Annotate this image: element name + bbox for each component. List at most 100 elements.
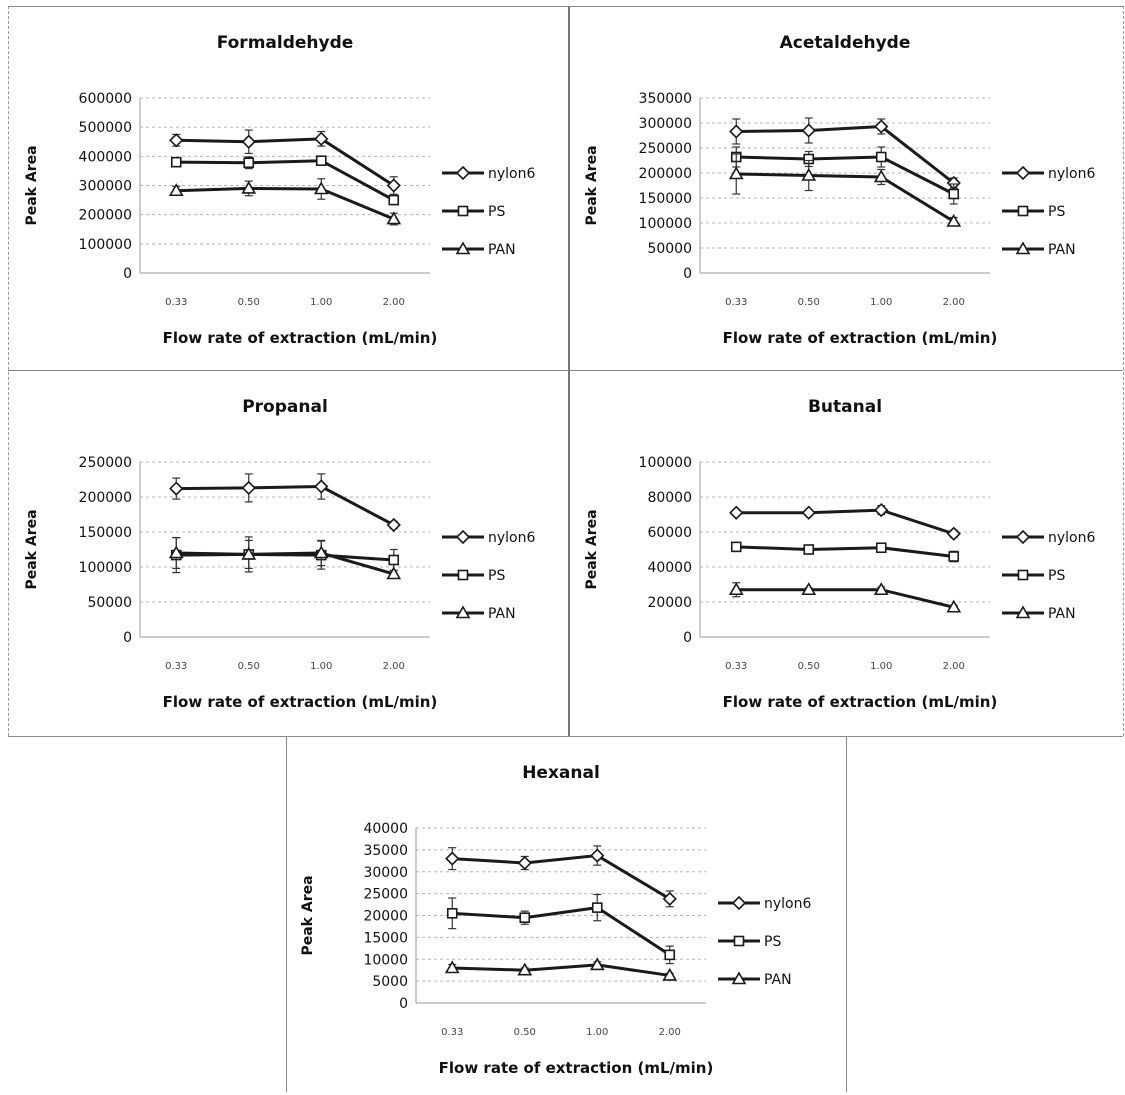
y-tick-label: 150000: [639, 191, 692, 207]
data-point: [662, 967, 678, 981]
x-tick-label: 0.50: [238, 661, 260, 672]
y-tick-label: 100000: [639, 216, 692, 232]
chart-svg: Hexanal 40000 35000 30000 25000 20000 15000 100…: [300, 763, 811, 1077]
x-tick-label: 2.00: [943, 661, 965, 672]
y-tick-label: 35000: [363, 843, 408, 859]
x-tick-label: 1.00: [586, 1027, 608, 1038]
y-tick-label: 60000: [647, 525, 692, 541]
legend-marker: [457, 569, 469, 581]
chart-title: Hexanal: [522, 763, 600, 783]
panel-frame: [846, 736, 847, 1092]
series-PAN: [168, 178, 402, 226]
chart-panel-butanal: Butanal 100000 80000 60000 40000 20000 0 0.33 0.…: [570, 372, 1122, 734]
series-PAN: [728, 582, 962, 613]
data-point: [243, 157, 255, 169]
legend-label: nylon6: [488, 166, 535, 182]
x-axis-label: Flow rate of extraction (mL/min): [163, 329, 438, 347]
series-line: [176, 186, 395, 221]
legend-label: PAN: [1048, 606, 1076, 622]
x-tick-label: 0.33: [165, 297, 187, 308]
y-tick-label: 50000: [647, 241, 692, 257]
series-nylon6: [729, 502, 961, 541]
panel-frame: [286, 736, 287, 1092]
y-tick-label: 15000: [363, 930, 408, 946]
legend-label: PS: [1048, 204, 1065, 220]
x-axis-label: Flow rate of extraction (mL/min): [163, 693, 438, 711]
legend-marker: [1017, 205, 1029, 217]
x-tick-label: 1.00: [870, 297, 892, 308]
y-axis-label: Peak Area: [24, 145, 40, 225]
data-point: [315, 155, 327, 167]
data-point: [446, 908, 458, 919]
series-line: [176, 159, 395, 202]
legend-marker: [455, 605, 471, 619]
chart-panel-hexanal: Hexanal 40000 35000 30000 25000 20000 15000 100…: [286, 738, 846, 1092]
x-axis-label: Flow rate of extraction (mL/min): [723, 329, 998, 347]
data-point: [801, 167, 817, 181]
data-point: [948, 551, 960, 562]
series-line: [176, 484, 395, 527]
y-tick-label: 20000: [647, 595, 692, 611]
data-point: [517, 962, 533, 976]
y-tick-label: 250000: [79, 455, 132, 471]
y-tick-label: 500000: [79, 120, 132, 136]
data-point: [946, 213, 962, 227]
legend-label: nylon6: [764, 896, 811, 912]
data-point: [662, 891, 677, 907]
x-tick-label: 0.33: [725, 661, 747, 672]
data-point: [873, 169, 889, 183]
x-tick-label: 0.50: [238, 297, 260, 308]
legend-label: PS: [764, 934, 781, 950]
data-point: [168, 545, 184, 559]
series-line: [736, 545, 954, 558]
x-tick-label: 0.50: [798, 297, 820, 308]
series-PS: [170, 155, 400, 206]
chart-panel-propanal: Propanal 250000 200000 150000 100000 50000 0 0.…: [10, 372, 568, 734]
y-axis-label: Peak Area: [584, 509, 600, 589]
chart-title: Propanal: [242, 397, 328, 417]
legend-marker: [731, 895, 747, 911]
y-tick-label: 0: [123, 266, 132, 282]
series-line: [176, 551, 395, 576]
y-tick-label: 200000: [79, 208, 132, 224]
legend-marker: [1015, 529, 1031, 545]
series-nylon6: [445, 845, 677, 908]
legend-label: PAN: [764, 972, 792, 988]
series-nylon6: [729, 117, 961, 191]
data-point: [729, 505, 744, 520]
data-point: [874, 119, 889, 134]
data-point: [728, 166, 744, 180]
series-line: [736, 155, 955, 196]
series-nylon6: [169, 473, 401, 533]
chart-panel-formaldehyde: Formaldehyde 600000 500000 400000 300000 2000…: [10, 8, 568, 368]
series-PAN: [728, 153, 962, 227]
series-line: [736, 588, 955, 609]
y-tick-label: 200000: [79, 490, 132, 506]
data-point: [388, 194, 400, 206]
y-tick-label: 20000: [363, 909, 408, 925]
y-axis-label: Peak Area: [24, 509, 40, 589]
data-point: [241, 480, 256, 496]
legend-marker: [1015, 605, 1031, 619]
series-PAN: [444, 957, 678, 981]
series-line: [452, 906, 671, 957]
series-line: [452, 854, 671, 901]
data-point: [313, 181, 329, 195]
data-point: [241, 546, 257, 560]
legend-marker: [731, 971, 747, 985]
legend-marker: [457, 205, 469, 217]
y-tick-label: 0: [683, 630, 692, 646]
x-axis-label: Flow rate of extraction (mL/min): [723, 693, 998, 711]
chart-svg: Butanal 100000 80000 60000 40000 20000 0 0.33 0.…: [584, 397, 1095, 711]
data-point: [803, 544, 815, 555]
y-tick-label: 10000: [363, 952, 408, 968]
data-point: [169, 133, 184, 148]
x-tick-label: 2.00: [383, 297, 405, 308]
panel-frame: [8, 370, 1123, 371]
data-point: [168, 183, 184, 197]
data-point: [445, 851, 460, 866]
panel-frame: [8, 6, 9, 736]
series-line: [736, 508, 955, 536]
data-point: [314, 479, 329, 494]
x-tick-label: 0.33: [165, 661, 187, 672]
